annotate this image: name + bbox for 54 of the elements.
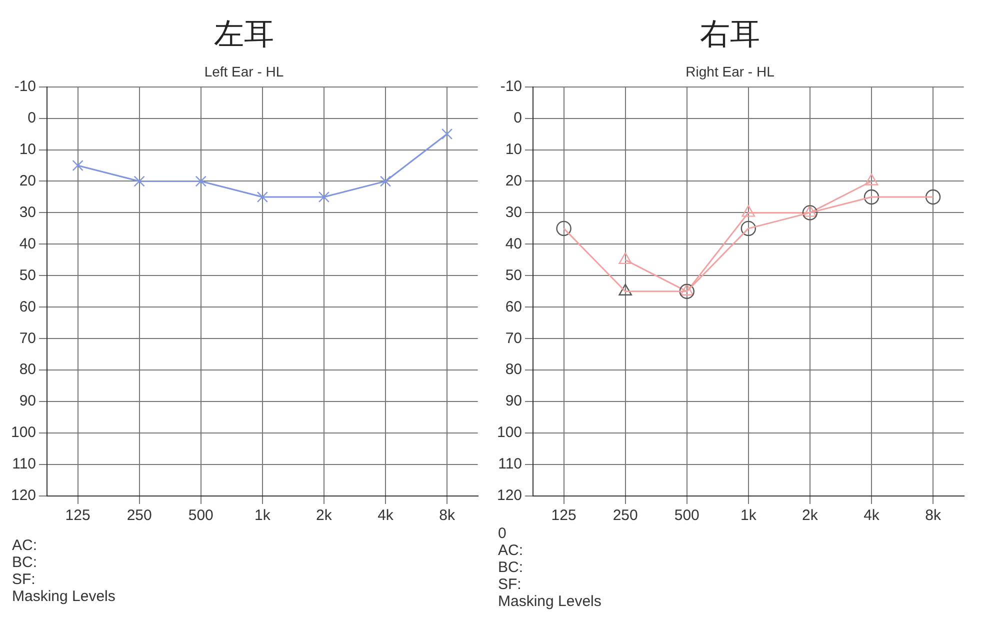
x-tick-label: 500 <box>188 507 214 524</box>
chart-title: 左耳 <box>214 18 274 51</box>
text: BC: <box>12 554 38 572</box>
y-tick-label: 10 <box>19 140 36 158</box>
x-tick-label: 8k <box>439 507 456 524</box>
text: SF: <box>498 576 522 594</box>
y-tick-label: 120 <box>496 487 522 504</box>
y-tick-label: 0 <box>28 109 36 126</box>
y-tick-label: 10 <box>505 140 522 158</box>
x-tick-label: 125 <box>551 507 576 524</box>
y-tick-label: 80 <box>19 361 36 378</box>
y-tick-label: 100 <box>496 424 522 442</box>
y-tick-label: 60 <box>505 298 522 316</box>
y-tick-label: 110 <box>12 456 36 473</box>
x-tick-label: 125 <box>65 507 90 524</box>
chart-title: 右耳 <box>700 18 760 51</box>
y-tick-label: 20 <box>505 172 522 190</box>
text: AC: <box>12 537 38 554</box>
x-tick-label: 500 <box>674 507 700 524</box>
y-tick-label: 90 <box>19 392 36 410</box>
y-tick-label: 90 <box>505 392 522 410</box>
text: Masking Levels <box>12 588 116 606</box>
y-tick-label: 0 <box>514 109 522 126</box>
x-tick-label: 250 <box>612 507 638 524</box>
y-tick-label: 50 <box>505 266 522 284</box>
y-tick-label: 40 <box>505 235 522 252</box>
x-tick-label: 1k <box>740 507 757 524</box>
y-tick-label: 70 <box>19 330 36 347</box>
x-tick-label: 250 <box>126 507 152 524</box>
y-tick-label: 100 <box>10 424 36 442</box>
y-tick-label: 60 <box>19 298 36 316</box>
y-tick-label: 110 <box>498 456 522 473</box>
chart-subtitle: Right Ear - HL <box>686 63 775 80</box>
y-tick-label: 120 <box>10 487 36 504</box>
chart-subtitle: Left Ear - HL <box>204 63 284 80</box>
y-tick-label: 40 <box>19 235 36 252</box>
y-tick-label: 20 <box>19 172 36 190</box>
y-tick-label: 50 <box>19 266 36 284</box>
y-tick-label: 80 <box>505 361 522 378</box>
x-tick-label: 4k <box>378 507 394 524</box>
y-tick-label: -10 <box>14 78 36 95</box>
text: BC: <box>498 559 524 576</box>
x-tick-label: 1k <box>254 507 271 524</box>
y-tick-label: 30 <box>505 204 522 221</box>
y-tick-label: -10 <box>500 78 522 95</box>
text: SF: <box>12 571 36 588</box>
x-tick-label: 8k <box>925 507 942 524</box>
x-tick-label: 2k <box>802 507 818 524</box>
text: Masking Levels <box>498 593 602 610</box>
y-tick-label: 70 <box>505 330 522 347</box>
y-tick-label: 30 <box>19 204 36 221</box>
x-tick-label: 2k <box>316 507 332 524</box>
text: AC: <box>498 542 524 560</box>
x-tick-label: 4k <box>864 507 880 524</box>
